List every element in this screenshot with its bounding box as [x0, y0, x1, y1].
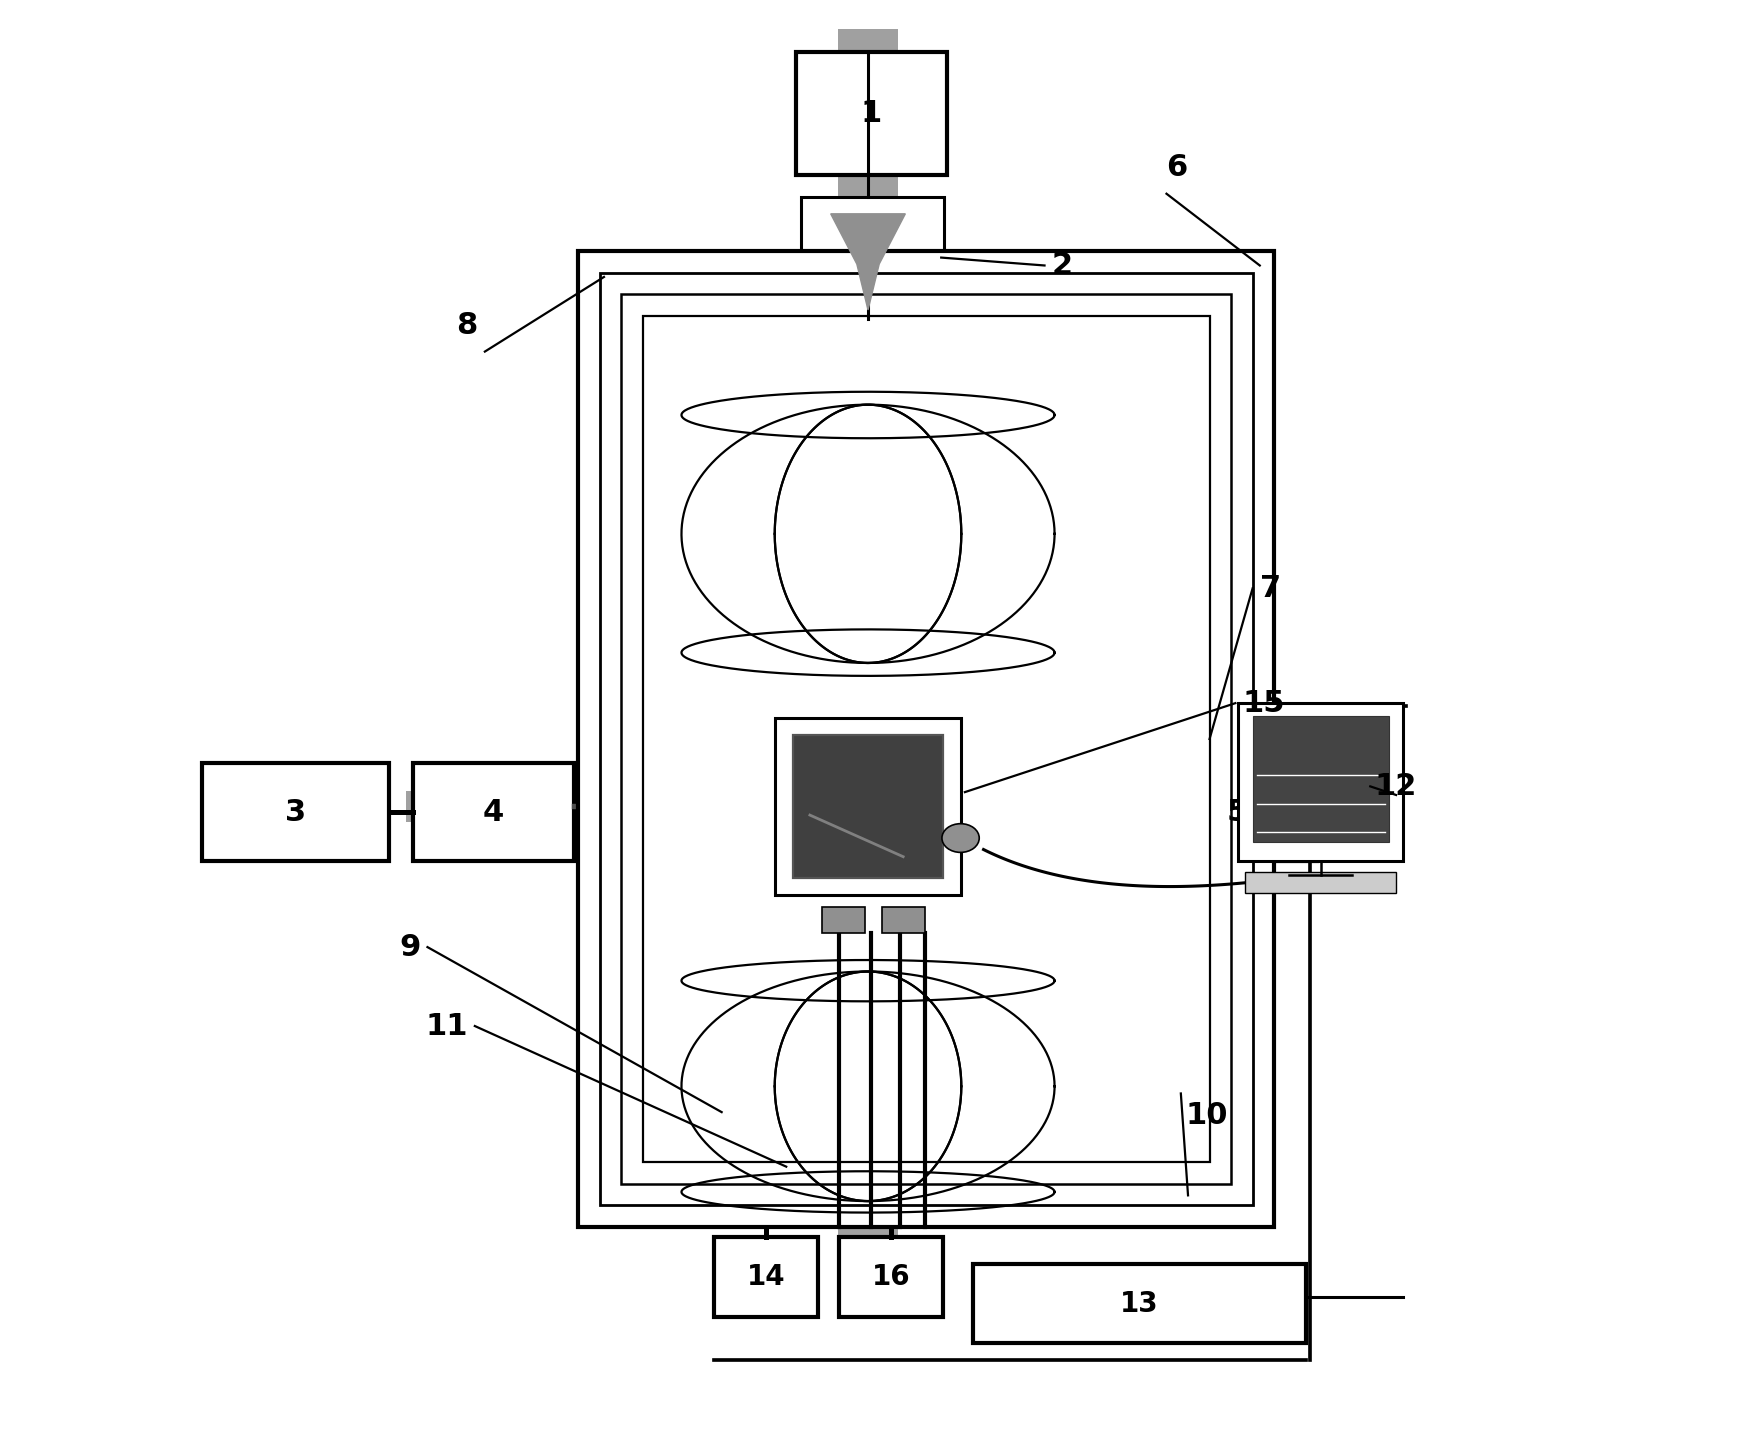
Bar — [776, 718, 960, 895]
Bar — [642, 316, 1210, 1162]
Text: 8: 8 — [456, 311, 478, 340]
Bar — [821, 907, 865, 933]
Text: 15: 15 — [1242, 689, 1286, 718]
Ellipse shape — [941, 824, 980, 852]
Polygon shape — [830, 214, 906, 310]
Bar — [1238, 703, 1404, 861]
Bar — [406, 791, 1361, 822]
Text: 6: 6 — [1166, 154, 1187, 182]
Text: 10: 10 — [1186, 1101, 1228, 1129]
Text: 5: 5 — [1226, 798, 1247, 827]
Text: 1: 1 — [860, 99, 883, 128]
Bar — [837, 29, 899, 1292]
Bar — [1156, 763, 1317, 861]
Bar — [839, 1237, 943, 1317]
Text: 3: 3 — [285, 798, 306, 827]
Bar — [202, 763, 389, 861]
Bar — [800, 197, 945, 319]
Text: 7: 7 — [1259, 574, 1281, 603]
Bar — [973, 1264, 1305, 1343]
Text: 4: 4 — [484, 798, 505, 827]
Bar — [793, 735, 943, 878]
Bar — [600, 273, 1252, 1205]
Text: 12: 12 — [1374, 772, 1418, 801]
Bar — [1252, 716, 1390, 842]
Bar — [797, 52, 946, 175]
Text: 13: 13 — [1120, 1290, 1159, 1317]
Text: 9: 9 — [399, 933, 420, 961]
Bar — [883, 907, 925, 933]
Text: 16: 16 — [872, 1263, 911, 1292]
Bar — [1245, 872, 1397, 893]
Text: 2: 2 — [1052, 251, 1073, 280]
Bar — [413, 763, 573, 861]
Text: 11: 11 — [426, 1012, 468, 1040]
Bar — [714, 1237, 818, 1317]
Bar — [579, 251, 1274, 1227]
Bar — [621, 294, 1231, 1184]
Text: 14: 14 — [748, 1263, 786, 1292]
